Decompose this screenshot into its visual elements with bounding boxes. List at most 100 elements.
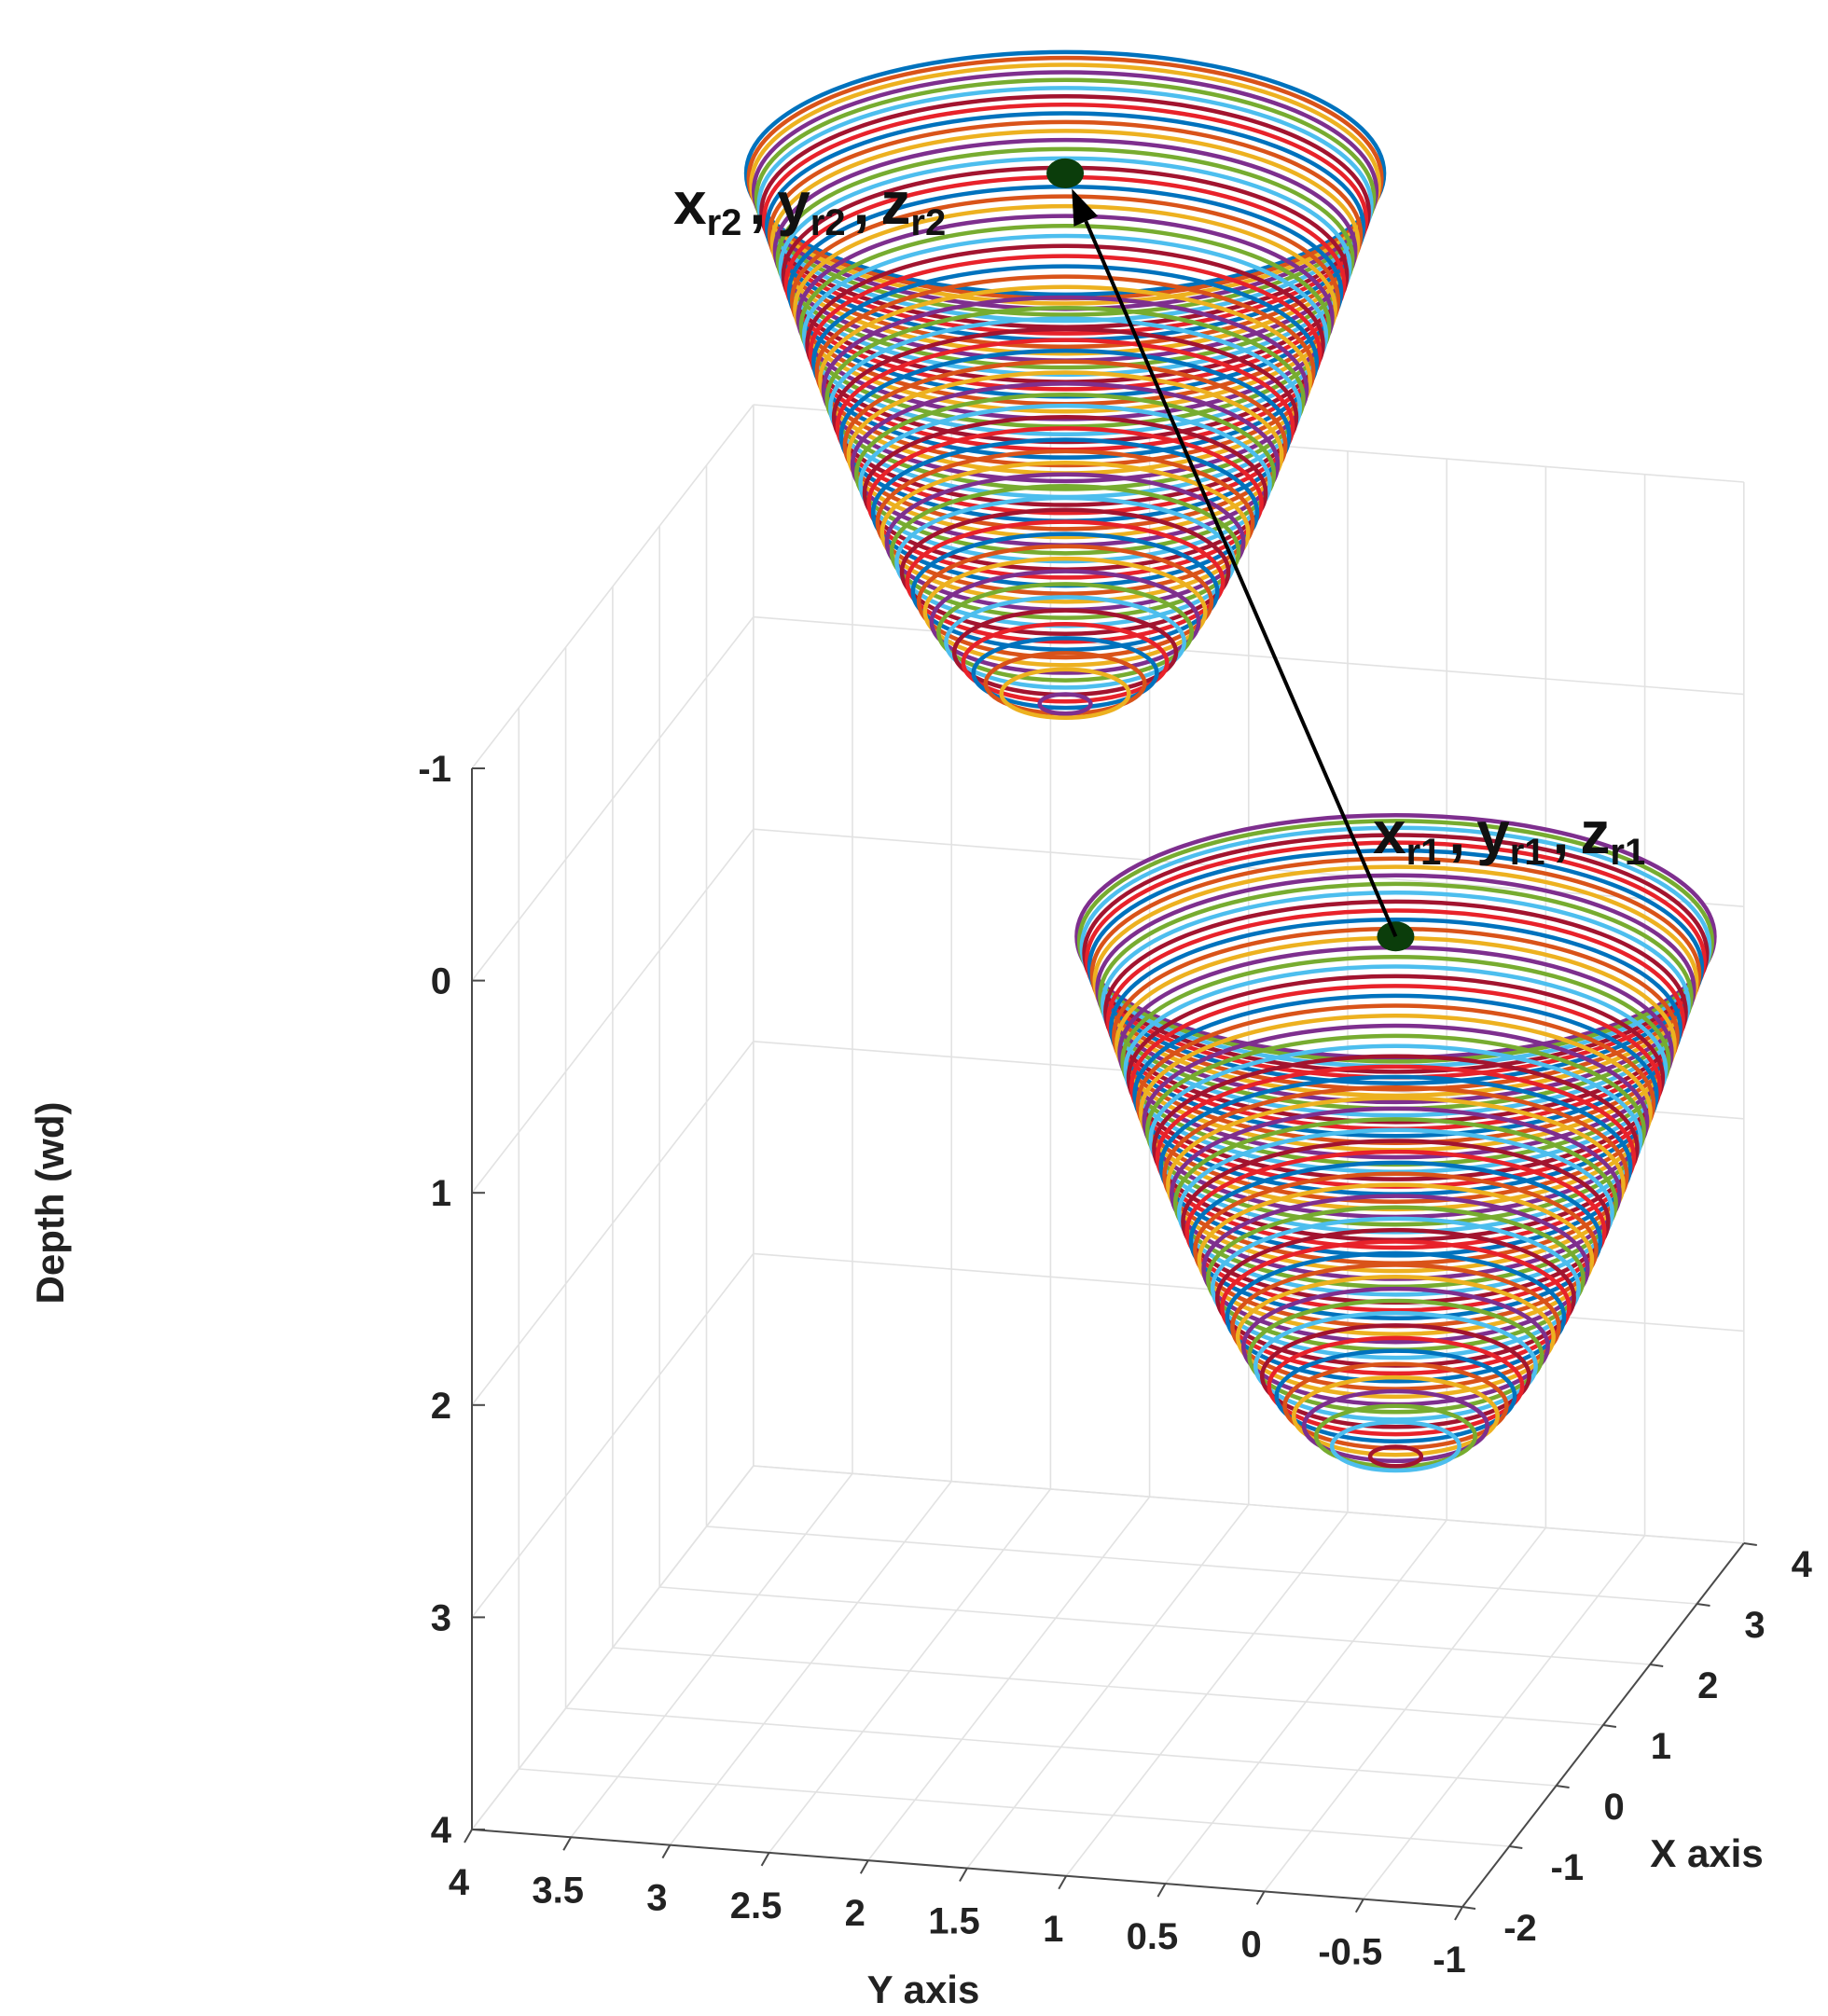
x-axis-title: X axis [1650,1831,1763,1875]
bowl-ring [754,77,1377,317]
bowl-ring [846,370,1284,540]
bowl-ring [1148,1043,1643,1235]
grid-line [570,1472,853,1838]
grid-line [1263,1526,1547,1892]
y-tick [1156,1883,1167,1898]
grid-line [753,615,1744,696]
bowl-ring [858,403,1272,564]
x-tick [1556,1785,1570,1788]
bowl-ring [775,146,1355,370]
z-tick-label: 0 [431,961,451,1002]
grid-line [1164,1519,1447,1885]
bowl-ring [1082,833,1710,1074]
bowl-ring [1144,1033,1646,1227]
bowl-ring [999,667,1131,721]
bowl-ring [1076,819,1715,1064]
bowl-ring [821,295,1309,484]
bowl-ring [1220,1239,1572,1376]
x-tick-label: 1 [1651,1726,1671,1767]
bowl-ring [1235,1275,1556,1400]
bowl-ring [743,49,1387,297]
grid-line [768,1488,1052,1854]
bowl-ring [756,86,1374,324]
bowl-ring [875,449,1255,597]
bowl-layer [743,49,1717,1473]
bowl-ring [1037,692,1093,716]
z-tick-label: -1 [418,749,451,790]
grid-layer [471,404,1745,1908]
bowl-ring [831,326,1299,507]
bowl-ring [1087,848,1705,1085]
bowl-ring [910,532,1220,652]
bowl-ring [905,519,1226,644]
bowl-ring [916,544,1214,660]
grid-line [1065,1512,1349,1877]
z-tick-label: 3 [431,1597,451,1638]
y-tick [1354,1899,1364,1913]
bowl-ring [778,156,1352,378]
z-tick-label: 2 [431,1386,451,1427]
y-tick [859,1859,869,1874]
grid-line [669,1481,952,1846]
bowl-ring [936,582,1195,683]
y-tick-label: 1 [1043,1909,1063,1950]
grid-line [471,1041,755,1406]
y-tick [760,1852,770,1867]
x-tick-label: -1 [1551,1847,1585,1888]
bowl-ring [961,621,1170,704]
x-tick [1650,1664,1664,1667]
bowl-ring [1274,1348,1517,1443]
arrow-layer [1046,158,1415,952]
bowl-ring [811,264,1320,460]
bowl-ring [759,93,1371,329]
y-tick-label: -0.5 [1318,1932,1382,1973]
bowl-2 [743,49,1387,721]
y-tick-label: 0 [1240,1924,1261,1965]
bowl-ring [1247,1298,1544,1415]
z-tick-label: 1 [431,1173,451,1214]
bowl-ring [1188,1160,1603,1321]
bowl-ring [971,636,1159,711]
bowl-ring [814,274,1316,468]
bowl-ring [879,460,1251,604]
x-tick [1743,1542,1757,1546]
grid-line [471,616,755,982]
bowl-ring [793,203,1337,414]
bowl-ring [1267,1335,1525,1437]
bowl-ring [1095,873,1696,1105]
bowl-ring [1201,1194,1590,1345]
y-tick-label: 1.5 [928,1901,980,1942]
y-tick-label: 0.5 [1127,1916,1179,1957]
bowl-ring [1197,1182,1595,1336]
grid-line [471,1465,755,1830]
grid-line [966,1504,1250,1869]
bowl-ring [1259,1323,1531,1429]
grid-line [471,828,755,1194]
bowl-ring [922,556,1208,668]
bowl-ring [866,426,1264,580]
y-tick-label: 3 [646,1878,667,1919]
grid-line [753,828,1744,907]
y-axis-title: Y axis [867,1968,980,2011]
y-tick-label: 4 [449,1862,470,1903]
grid-line [1363,1535,1646,1900]
bowl-2-center-label: xr2, yr2, zr2 [673,170,946,243]
bowl-ring [1184,1149,1607,1313]
y-tick [464,1829,473,1843]
bowl-1-center-label: xr1, yr1, zr1 [1373,799,1645,873]
bowl-ring [1085,840,1707,1080]
bowl-ring [824,306,1306,491]
grid-line [867,1496,1151,1861]
bowl-ring [1169,1106,1622,1281]
arrow-shaft [1084,220,1398,938]
y-tick [1255,1890,1266,1905]
bowl-ring [1225,1250,1567,1384]
grid-line [753,1465,1744,1544]
y-tick [1454,1906,1463,1921]
y-tick-label: 2.5 [730,1885,782,1926]
bowl-ring [805,243,1325,445]
bowl-ring [1253,1310,1538,1422]
bowl-ring [749,62,1381,306]
x-tick [1696,1603,1710,1607]
